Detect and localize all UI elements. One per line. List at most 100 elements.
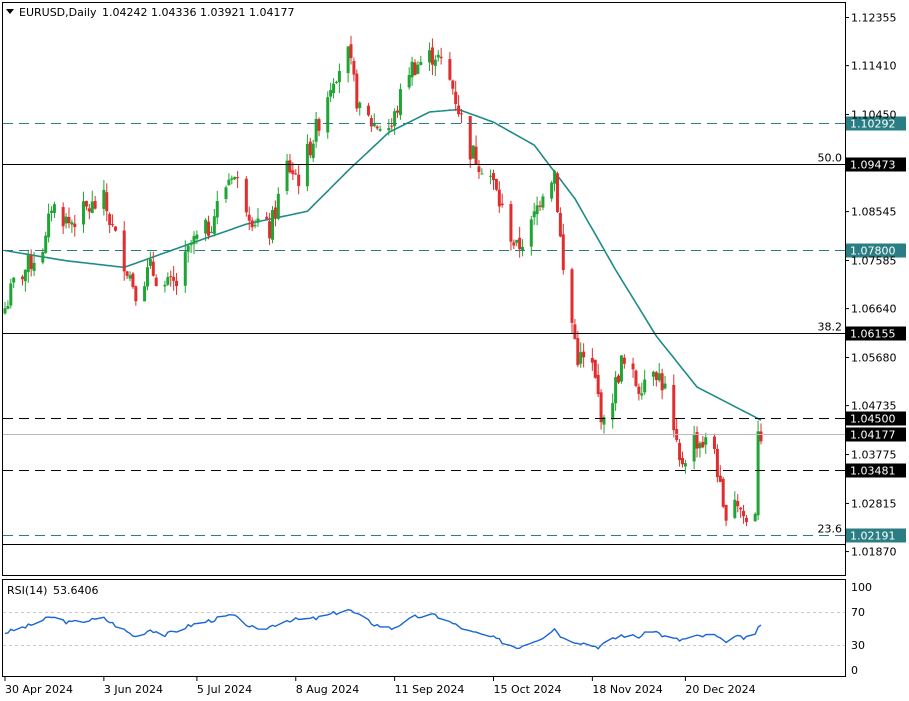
symbol-title: EURUSD,Daily	[19, 6, 97, 19]
candle-bull	[692, 434, 696, 462]
price-tick-label: 1.11410	[851, 60, 897, 73]
candle-bear	[631, 363, 635, 370]
candle-bull	[186, 245, 190, 252]
candle-bull	[212, 216, 216, 234]
candle-bull	[611, 403, 615, 420]
candle-bull	[256, 218, 260, 223]
candle-bear	[273, 207, 277, 218]
candle-bull	[23, 269, 27, 282]
candle-bear	[111, 224, 115, 226]
candle-bear	[724, 504, 728, 521]
candle-bear	[509, 204, 513, 242]
price-level-tag	[846, 243, 906, 258]
date-tick-label: 18 Nov 2024	[592, 683, 662, 696]
candle-bull	[145, 267, 149, 287]
candle-bear	[396, 110, 400, 113]
candle-bear	[518, 237, 522, 250]
candle-bull	[553, 170, 557, 184]
candle-bear	[366, 105, 370, 116]
candle-bear	[576, 338, 580, 366]
candle-bull	[332, 83, 336, 94]
candle-bear	[297, 174, 301, 186]
candle-bull	[82, 201, 86, 225]
fib-level-label: 38.2	[818, 321, 843, 334]
candle-bear	[634, 370, 638, 386]
candle-bull	[471, 145, 475, 159]
candle-bear	[291, 170, 295, 175]
candle-bull	[9, 283, 13, 306]
candle-bull	[698, 443, 702, 449]
price-tick-label: 1.05680	[851, 352, 897, 365]
candle-bull	[489, 175, 493, 177]
candle-bear	[695, 432, 699, 449]
candle-bear	[244, 178, 248, 213]
candle-bull	[410, 61, 414, 78]
candle-bull	[416, 64, 420, 74]
candle-bear	[590, 357, 594, 363]
candle-bull	[436, 54, 440, 58]
candle-bear	[497, 189, 501, 207]
candle-bear	[512, 242, 516, 246]
price-axis: 1.12355 1.11410 1.10450 1.08545 1.07585 1.066…	[845, 12, 897, 559]
candle-bear	[744, 517, 748, 523]
candle-bear	[739, 507, 743, 510]
candle-bull	[428, 50, 432, 63]
candle-bull	[6, 305, 10, 309]
candle-bear	[637, 386, 641, 394]
candle-bear	[538, 205, 542, 207]
candle-bull	[480, 173, 484, 175]
candle-bull	[70, 222, 74, 225]
candle-bull	[271, 210, 275, 240]
candle-bull	[64, 216, 68, 224]
candle-bull	[163, 284, 167, 287]
price-level-tag-label: 1.07800	[850, 245, 896, 258]
candle-bull	[640, 393, 644, 396]
candle-bear	[715, 449, 719, 478]
candle-bull	[602, 417, 606, 425]
price-level-tag-label: 1.10292	[850, 118, 896, 131]
candle-bear	[454, 91, 458, 104]
candle-bear	[494, 178, 498, 190]
candle-bear	[500, 203, 504, 206]
candle-bull	[166, 277, 170, 285]
date-tick-label: 11 Sep 2024	[395, 683, 465, 696]
candle-bull	[3, 308, 7, 314]
date-axis: 30 Apr 2024 3 Jun 2024 5 Jul 2024 8 Aug 202…	[4, 677, 756, 696]
rsi-axis-label: 70	[851, 606, 865, 619]
price-level-tag	[846, 427, 906, 442]
candle-bear	[672, 384, 676, 431]
candle-bear	[718, 475, 722, 482]
candle-bull	[541, 196, 545, 208]
candle-bull	[314, 118, 318, 142]
candle-bull	[102, 189, 106, 209]
candle-bear	[236, 177, 240, 179]
candle-bull	[378, 129, 382, 131]
rsi-value: 53.6406	[53, 584, 99, 597]
levels-layer: 1.10292 50.0 1.09473 1.07800 38.2 1.06155 1.04…	[3, 116, 906, 545]
rsi-title: RSI(14)	[7, 584, 47, 597]
candle-bull	[128, 275, 132, 279]
candle-bull	[26, 255, 30, 273]
candle-bear	[317, 119, 321, 131]
candle-bear	[430, 47, 434, 65]
price-tick-label: 1.12355	[851, 12, 897, 25]
candle-bear	[308, 141, 312, 156]
candle-bull	[515, 239, 519, 243]
candle-bull	[733, 499, 737, 518]
candle-bear	[736, 501, 740, 507]
candle-bull	[387, 128, 391, 131]
ohlc-close: 1.04177	[249, 6, 295, 19]
price-tick-label: 1.10450	[851, 109, 897, 122]
ohlc-high: 1.04336	[151, 6, 197, 19]
rsi-pane-border	[2, 579, 846, 677]
candle-bear	[375, 126, 379, 129]
candle-bull	[532, 211, 536, 218]
candle-bear	[134, 286, 138, 302]
candle-bull	[148, 259, 152, 266]
candle-bull	[337, 71, 341, 83]
candle-bear	[265, 216, 269, 219]
caret-down-icon[interactable]	[6, 9, 14, 14]
